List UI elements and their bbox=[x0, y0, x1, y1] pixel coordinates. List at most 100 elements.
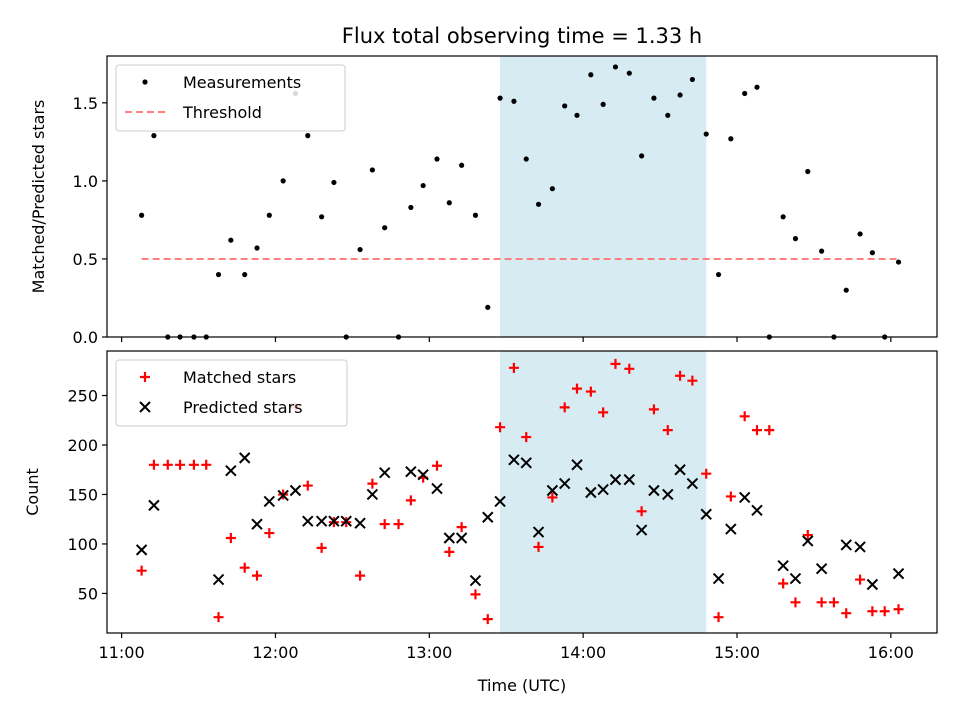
predicted-star-point bbox=[558, 477, 571, 490]
predicted-star-point bbox=[789, 572, 802, 585]
matched-star-point bbox=[201, 459, 212, 470]
matched-star-point bbox=[316, 542, 327, 553]
measurement-point bbox=[843, 287, 849, 293]
matched-star-point bbox=[252, 570, 262, 581]
measurement-point bbox=[434, 156, 440, 162]
predicted-star-point bbox=[623, 473, 636, 486]
x-tick-label: 16:00 bbox=[868, 643, 914, 662]
predicted-star-point bbox=[366, 488, 379, 501]
predicted-star-point bbox=[135, 544, 148, 556]
x-tick-label: 15:00 bbox=[714, 643, 760, 662]
predicted-star-point bbox=[354, 517, 366, 529]
predicted-star-point bbox=[532, 526, 545, 538]
series-0 bbox=[139, 64, 902, 340]
top-panel-ratio: 0.0 0.5 1.0 1.5 Matched/Predicted stars Measu… bbox=[29, 55, 938, 347]
predicted-star-point bbox=[662, 488, 674, 501]
predicted-star-point bbox=[854, 541, 866, 553]
measurement-point bbox=[639, 153, 645, 159]
axes-frame bbox=[106, 55, 938, 338]
matched-star-point bbox=[225, 533, 236, 544]
predicted-star-point bbox=[751, 504, 763, 517]
measurement-point bbox=[689, 76, 695, 83]
legend-marker-predicted bbox=[139, 401, 151, 413]
predicted-star-point bbox=[815, 562, 828, 575]
measurement-point bbox=[511, 98, 517, 104]
legend-box bbox=[115, 64, 346, 132]
y-tick-label: 1.5 bbox=[73, 94, 98, 113]
predicted-star-point bbox=[405, 466, 417, 478]
measurement-point bbox=[703, 131, 709, 137]
matched-star-point bbox=[508, 362, 519, 373]
matched-star-point bbox=[662, 425, 673, 436]
y-tick-label: 0.0 bbox=[73, 328, 98, 347]
matched-star-point bbox=[585, 386, 596, 397]
matched-star-point bbox=[687, 375, 698, 386]
predicted-star-point bbox=[494, 495, 506, 508]
predicted-star-point bbox=[340, 515, 352, 527]
measurement-point bbox=[139, 212, 145, 218]
matched-star-point bbox=[855, 574, 866, 585]
matched-star-point bbox=[302, 480, 313, 491]
measurement-point bbox=[535, 201, 542, 207]
y-tick-label: 200 bbox=[67, 436, 98, 455]
predicted-star-point bbox=[712, 572, 725, 585]
measurement-point bbox=[420, 182, 426, 189]
matched-star-point bbox=[648, 404, 659, 415]
predicted-star-point bbox=[738, 491, 751, 504]
matched-star-point bbox=[778, 578, 789, 589]
measurement-point bbox=[819, 248, 825, 254]
x-tick-label: 14:00 bbox=[560, 643, 606, 662]
measurement-point bbox=[215, 271, 222, 278]
predicted-star-point bbox=[802, 535, 814, 547]
legend: Matched stars Predicted stars bbox=[115, 359, 348, 427]
matched-star-point bbox=[841, 608, 852, 619]
measurement-point bbox=[612, 64, 619, 70]
measurement-point bbox=[228, 237, 234, 243]
y-tick-label: 1.0 bbox=[73, 172, 98, 191]
y-tick-label: 100 bbox=[67, 535, 98, 554]
matched-star-point bbox=[482, 614, 493, 625]
y-tick-label: 50 bbox=[78, 584, 98, 603]
matched-star-point bbox=[432, 460, 442, 471]
matched-star-point bbox=[867, 606, 878, 617]
matched-star-point bbox=[598, 407, 609, 418]
predicted-star-point bbox=[289, 484, 302, 497]
measurement-point bbox=[319, 214, 325, 220]
predicted-star-point bbox=[648, 484, 660, 497]
predicted-star-point bbox=[866, 578, 879, 591]
measurement-point bbox=[869, 250, 875, 256]
x-axis-label: Time (UTC) bbox=[477, 676, 566, 695]
measurement-point bbox=[574, 112, 580, 118]
matched-star-point bbox=[828, 597, 839, 608]
measurement-point bbox=[677, 92, 683, 98]
predicted-star-point bbox=[302, 515, 314, 527]
predicted-star-point bbox=[378, 466, 391, 479]
predicted-star-point bbox=[225, 465, 237, 477]
matched-star-point bbox=[393, 519, 404, 530]
predicted-star-point bbox=[277, 489, 289, 502]
matched-star-point bbox=[624, 363, 635, 374]
matched-star-point bbox=[162, 459, 173, 470]
legend-box bbox=[115, 359, 348, 427]
legend-marker-matched bbox=[140, 372, 150, 382]
matched-star-point bbox=[879, 606, 890, 617]
matched-star-point bbox=[495, 422, 506, 433]
predicted-star-point bbox=[315, 515, 328, 527]
predicted-star-point bbox=[238, 452, 251, 464]
measurement-point bbox=[459, 162, 465, 168]
legend-label: Matched stars bbox=[183, 368, 296, 387]
measurement-point bbox=[588, 72, 594, 78]
matched-star-point bbox=[547, 492, 558, 503]
y-tick-label: 0.5 bbox=[73, 250, 98, 269]
matched-star-point bbox=[725, 491, 736, 502]
measurement-point bbox=[728, 136, 734, 142]
y-axis-label: Matched/Predicted stars bbox=[29, 100, 48, 294]
predicted-star-point bbox=[725, 523, 737, 535]
predicted-star-point bbox=[508, 454, 520, 466]
matched-star-point bbox=[636, 506, 647, 517]
matched-star-point bbox=[444, 546, 455, 557]
bottom-panel-counts: 50 100 150 200 250 11:00 12:00 13:00 14:00 15:00 1… bbox=[23, 350, 938, 695]
matched-star-point bbox=[752, 425, 762, 436]
legend-marker-measurements bbox=[142, 79, 148, 85]
measurement-point bbox=[446, 200, 452, 206]
